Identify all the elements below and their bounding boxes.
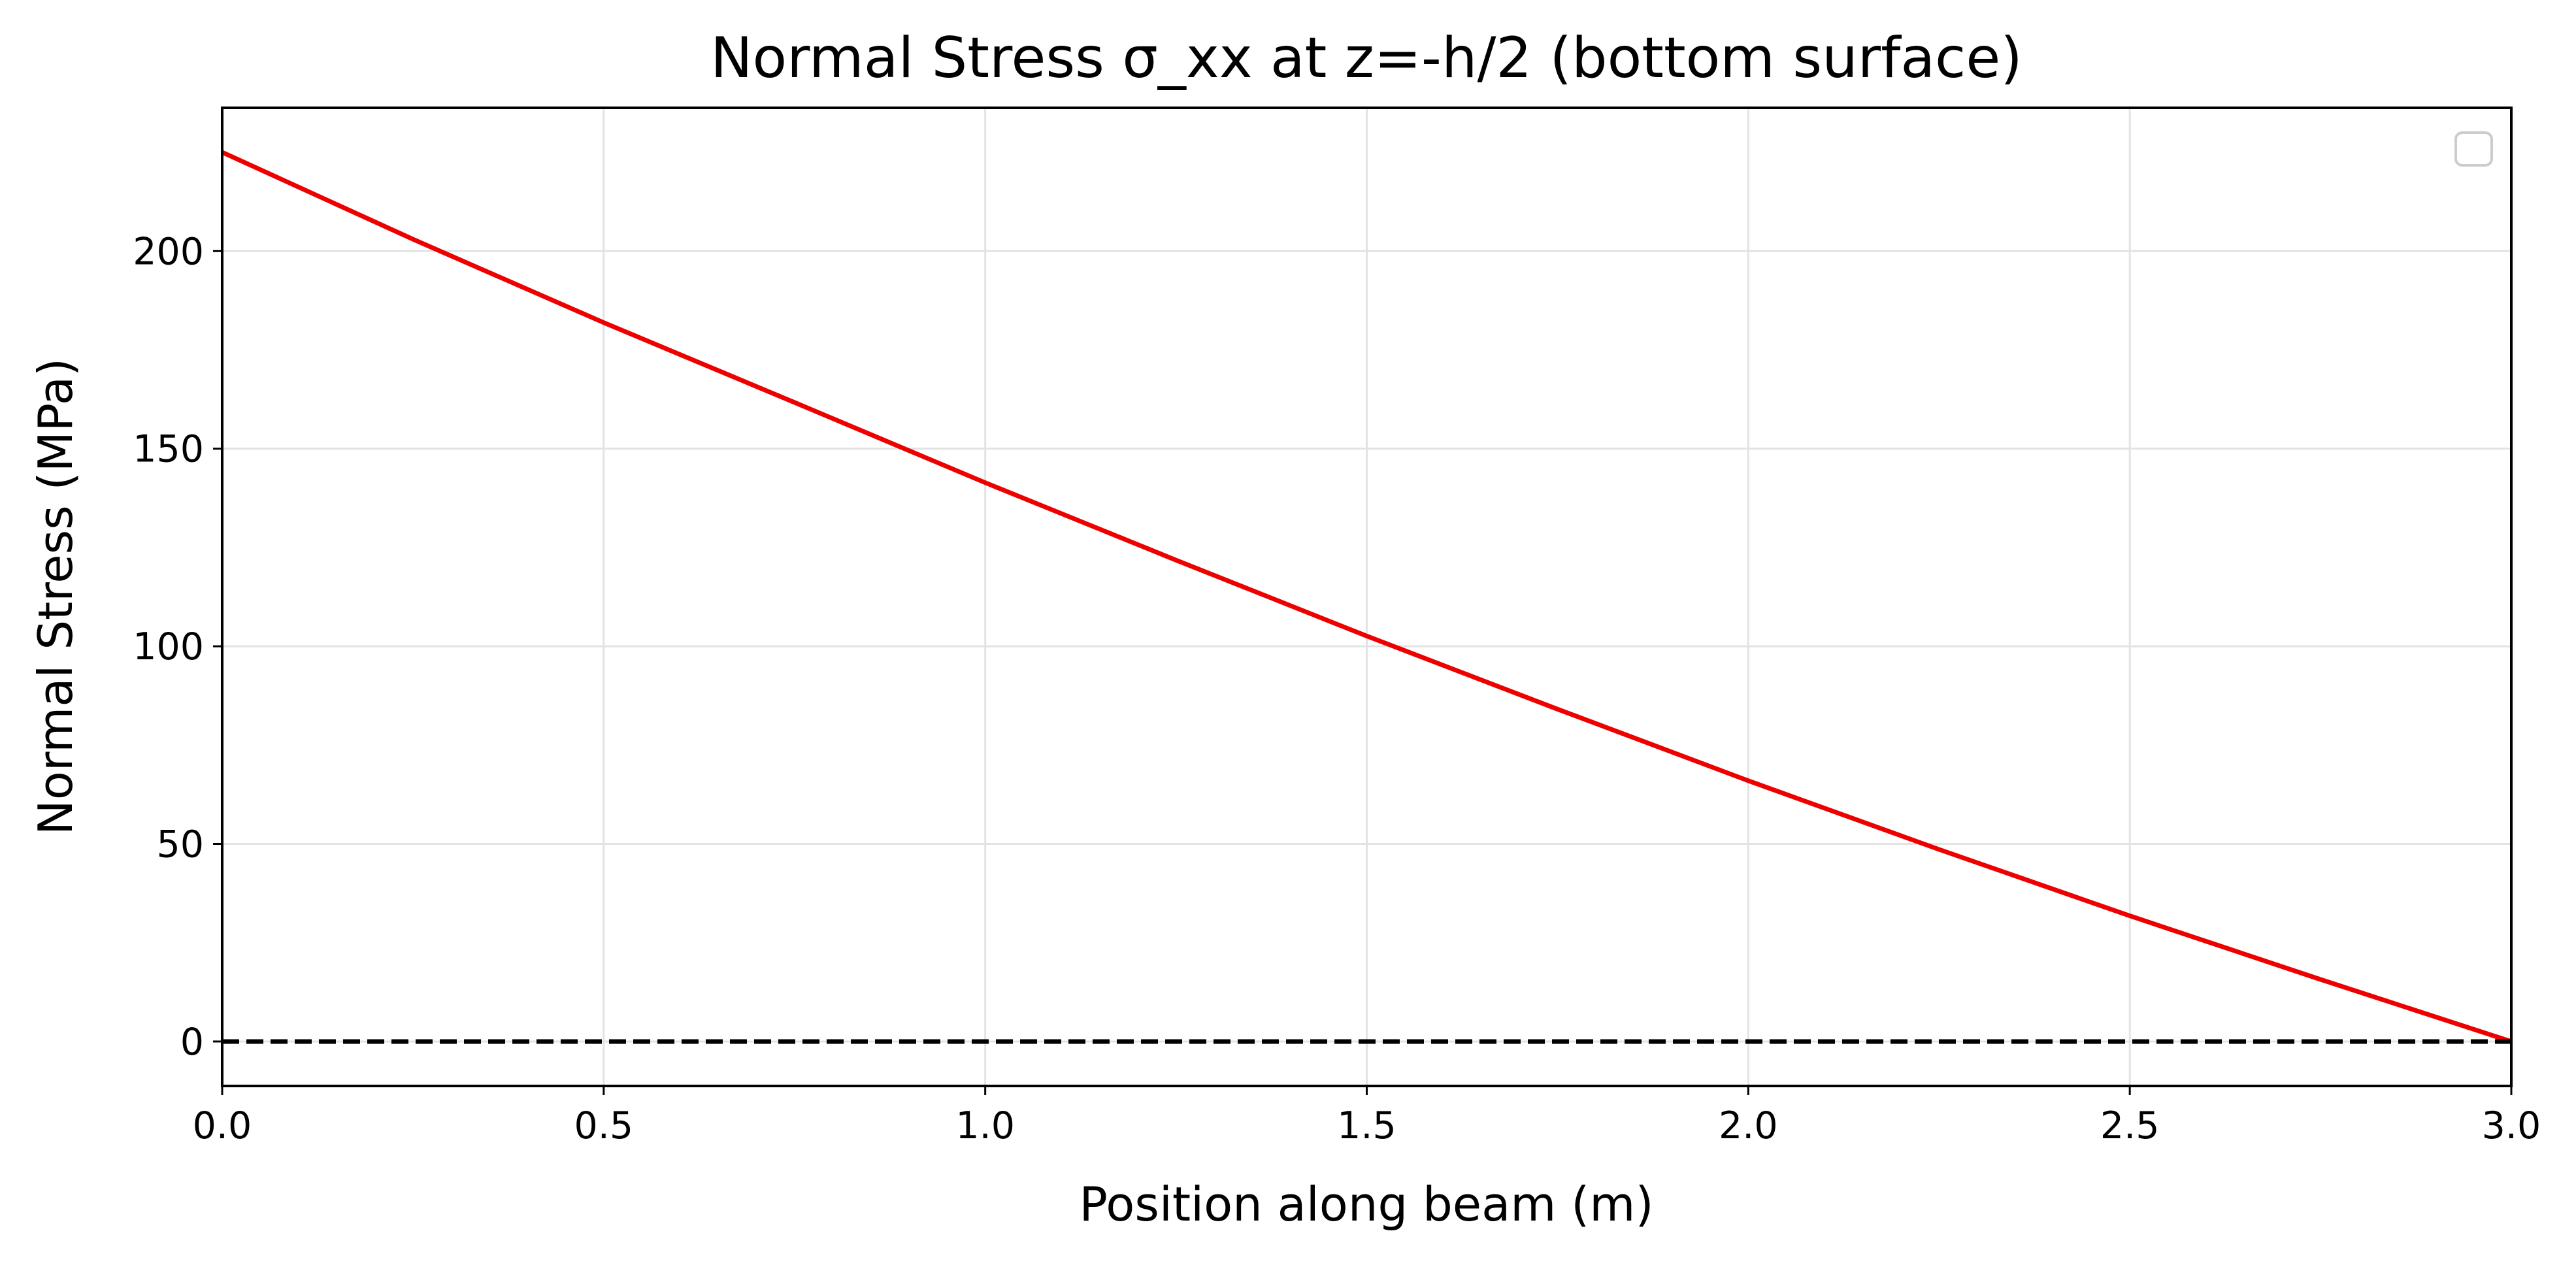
gridlines bbox=[221, 108, 2513, 1086]
y-tick-label: 100 bbox=[133, 625, 204, 668]
y-tick-label: 150 bbox=[133, 428, 204, 471]
x-tick-label: 3.0 bbox=[2482, 1104, 2541, 1147]
y-axis-ticks: 0 50 100 150 200 bbox=[133, 230, 222, 1064]
x-axis-ticks: 0.0 0.5 1.0 1.5 2.0 2.5 3.0 bbox=[193, 1086, 2541, 1147]
y-axis-label: Normal Stress (MPa) bbox=[28, 358, 83, 835]
y-tick-label: 50 bbox=[156, 823, 204, 866]
y-tick-label: 200 bbox=[133, 230, 204, 273]
chart-title: Normal Stress σ_xx at z=-h/2 (bottom sur… bbox=[710, 25, 2023, 91]
x-tick-label: 1.0 bbox=[955, 1104, 1015, 1147]
x-tick-label: 2.5 bbox=[2100, 1104, 2160, 1147]
x-tick-label: 1.5 bbox=[1337, 1104, 1396, 1147]
legend-box bbox=[2454, 131, 2493, 167]
x-tick-label: 0.0 bbox=[193, 1104, 252, 1147]
y-tick-label: 0 bbox=[180, 1021, 204, 1064]
x-tick-label: 2.0 bbox=[1719, 1104, 1778, 1147]
series-layer bbox=[221, 150, 2513, 1044]
x-tick-label: 0.5 bbox=[574, 1104, 634, 1147]
stress-series-line bbox=[221, 150, 2513, 1044]
x-axis-label: Position along beam (m) bbox=[1079, 1177, 1653, 1232]
